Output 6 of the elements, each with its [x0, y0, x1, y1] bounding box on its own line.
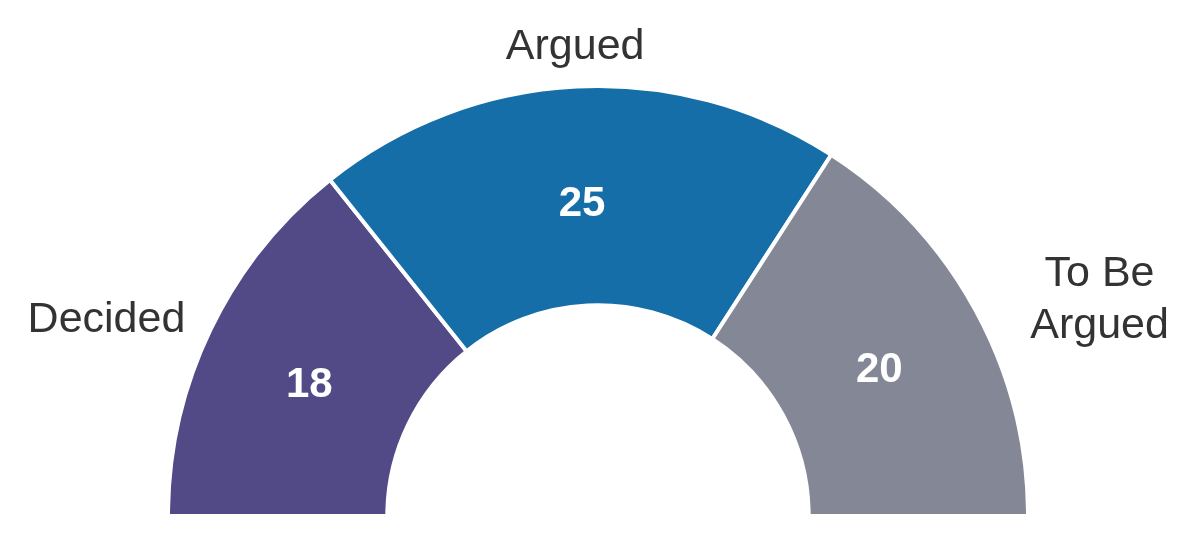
- slice-label: Argued: [505, 19, 645, 68]
- slice-label: Decided: [27, 293, 186, 342]
- slice-label: To Be Argued: [1030, 246, 1169, 347]
- data-label: 25: [558, 177, 606, 225]
- data-label: 20: [855, 344, 903, 392]
- data-label: 18: [286, 358, 333, 406]
